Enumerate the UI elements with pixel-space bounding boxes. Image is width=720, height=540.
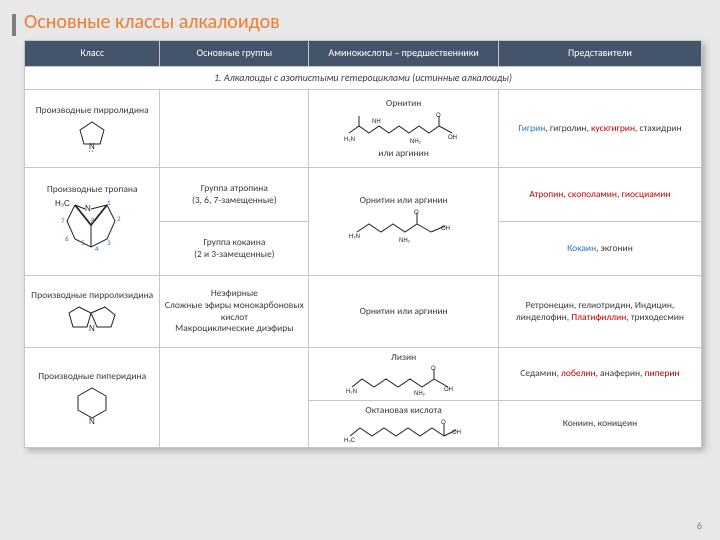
class-label: Производные пиперидина	[38, 371, 146, 383]
precursor-top: Орнитин	[386, 98, 421, 110]
row-pyrrolidine: Производные пирролидина N H Орнитин	[25, 90, 702, 168]
precursor-label: Лизин	[391, 352, 416, 364]
cell-class-piperidine: Производные пиперидина N H	[25, 348, 160, 448]
cell-precursor-octanoic: Октановая кислота H₃C O OH	[309, 401, 499, 448]
precursor-label: Орнитин или аргинин	[360, 195, 448, 207]
col-header-reps: Представители	[498, 41, 701, 67]
svg-text:OH: OH	[448, 135, 457, 141]
alkaloid-table-wrap: Класс Основные группы Аминокислоты – пре…	[24, 40, 702, 448]
ornithine-structure-icon: H₂N NH₂ O OH	[349, 208, 459, 248]
cell-class-pyrrolidine: Производные пирролидина N H	[25, 90, 160, 168]
page-title: Основные классы алкалоидов	[24, 10, 280, 34]
arginine-structure-icon: H₂N NH NH₂ O OH	[344, 111, 464, 147]
cell-precursor-lysine: Лизин H₂N NH₂ O OH	[309, 348, 499, 401]
class-label: Производные пирролизидина	[31, 290, 153, 302]
col-header-class: Класс	[25, 41, 160, 67]
col-header-precursors: Аминокислоты – предшественники	[309, 41, 499, 67]
piperidine-structure-icon: N H	[74, 384, 110, 424]
svg-text:7: 7	[61, 216, 65, 225]
svg-text:H: H	[89, 151, 93, 152]
section-1-row: 1. Алкалоиды с азотистыми гетероциклами …	[25, 66, 702, 90]
cell-reps-pyrrolizidine: Ретронецин, гелиотридин, Индицин, линдел…	[498, 276, 701, 348]
cell-groups-pyrrolizidine: Неэфирные Сложные эфиры монокарбоновых к…	[160, 276, 309, 348]
row-tropane-a: Производные тропана H₃C N 1 2 3 4 5 6	[25, 168, 702, 222]
cell-reps-piperidine-a: Седамин, лобелин, анаферин, пиперин	[498, 348, 701, 401]
col-header-groups: Основные группы	[160, 41, 309, 67]
svg-text:OH: OH	[441, 226, 450, 232]
cell-reps-atropine: Атропин, скополамин, гиосциамин	[498, 168, 701, 222]
cell-class-tropane: Производные тропана H₃C N 1 2 3 4 5 6	[25, 168, 160, 276]
pyrrolidine-structure-icon: N H	[74, 118, 110, 152]
svg-text:OH: OH	[444, 387, 453, 393]
tropane-structure-icon: H₃C N 1 2 3 4 5 6 7 8	[55, 197, 129, 259]
title-accent-bar	[12, 14, 16, 36]
svg-text:O: O	[436, 113, 441, 119]
cell-groups-pyrrolidine	[160, 90, 309, 168]
cell-precursor-pyrrolidine: Орнитин H₂N NH NH₂ O OH или аргинин	[309, 90, 499, 168]
svg-text:N: N	[89, 417, 95, 424]
row-pyrrolizidine: Производные пирролизидина N Неэфирные Сл…	[25, 276, 702, 348]
table-header-row: Класс Основные группы Аминокислоты – пре…	[25, 41, 702, 67]
svg-text:H₂N: H₂N	[346, 389, 357, 395]
row-piperidine-a: Производные пиперидина N H Лизин	[25, 348, 702, 401]
lysine-structure-icon: H₂N NH₂ O OH	[346, 365, 462, 397]
svg-text:H₃C: H₃C	[55, 199, 70, 208]
cell-precursor-pyrrolizidine: Орнитин или аргинин	[309, 276, 499, 348]
pyrrolizidine-structure-icon: N	[67, 303, 117, 333]
svg-text:NH₂: NH₂	[399, 238, 411, 244]
svg-text:O: O	[414, 210, 419, 216]
svg-text:4: 4	[95, 244, 99, 253]
cell-group-atropine: Группа атропина (3, 6, 7-замещенные)	[160, 168, 309, 222]
alkaloid-table: Класс Основные группы Аминокислоты – пре…	[24, 40, 702, 448]
svg-text:NH₂: NH₂	[410, 139, 422, 145]
svg-text:1: 1	[107, 198, 111, 207]
svg-text:H₂N: H₂N	[349, 234, 360, 240]
cell-precursor-tropane: Орнитин или аргинин H₂N NH₂ O OH	[309, 168, 499, 276]
cell-group-cocaine: Группа кокаина (2 и 3-замещенные)	[160, 222, 309, 276]
svg-text:N: N	[89, 324, 95, 333]
svg-text:O: O	[441, 420, 446, 426]
precursor-label: Октановая кислота	[365, 405, 441, 417]
octanoic-structure-icon: H₃C O OH	[344, 418, 464, 444]
svg-text:5: 5	[81, 238, 85, 247]
svg-text:8: 8	[91, 216, 95, 225]
section-1-label: 1. Алкалоиды с азотистыми гетероциклами …	[25, 66, 702, 90]
class-label: Производные пирролидина	[36, 105, 149, 117]
class-label: Производные тропана	[47, 184, 138, 196]
svg-text:H₃C: H₃C	[344, 438, 356, 444]
svg-text:H₂N: H₂N	[344, 137, 355, 143]
cell-reps-piperidine-b: Кониин, коницеин	[498, 401, 701, 448]
svg-text:N: N	[85, 204, 91, 213]
cell-class-pyrrolizidine: Производные пирролизидина N	[25, 276, 160, 348]
svg-text:NH: NH	[372, 119, 381, 125]
svg-text:6: 6	[65, 234, 69, 243]
cell-reps-pyrrolidine: Гигрин, гигролин, кускгигрин, стахидрин	[498, 90, 701, 168]
cell-reps-cocaine: Кокаин, экгонин	[498, 222, 701, 276]
svg-text:O: O	[431, 366, 436, 372]
svg-text:N: N	[89, 142, 95, 151]
svg-text:2: 2	[117, 214, 121, 223]
svg-text:NH₂: NH₂	[414, 391, 426, 397]
svg-text:3: 3	[107, 238, 111, 247]
svg-text:OH: OH	[452, 430, 461, 436]
precursor-bot: или аргинин	[378, 148, 429, 160]
page-number: 6	[697, 519, 702, 532]
cell-groups-piperidine	[160, 348, 309, 448]
